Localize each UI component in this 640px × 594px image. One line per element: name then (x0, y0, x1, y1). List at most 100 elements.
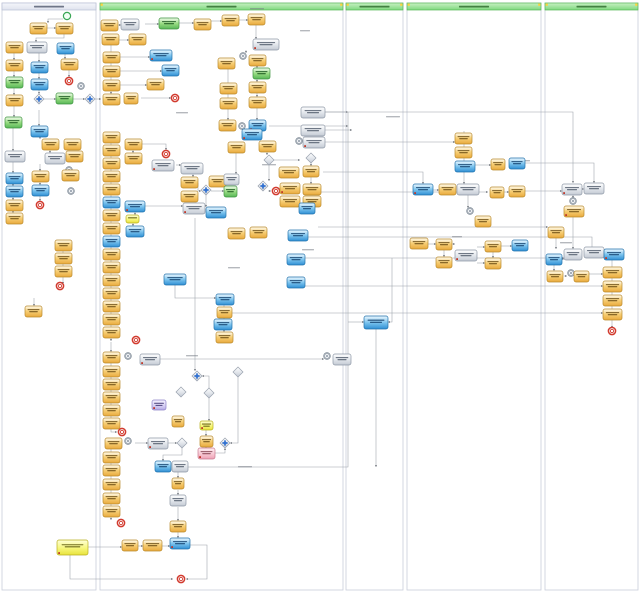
task-node[interactable] (302, 183, 322, 196)
green-task-node[interactable] (4, 116, 23, 129)
task-node[interactable] (124, 152, 143, 165)
task-node[interactable] (102, 378, 121, 391)
task-node[interactable] (146, 78, 165, 91)
task-node[interactable] (278, 166, 300, 179)
task-node[interactable] (102, 451, 121, 464)
service-task-node[interactable] (241, 128, 263, 141)
highlight-task-node[interactable] (125, 214, 140, 224)
intermediate-event[interactable] (238, 122, 246, 130)
exclusive-gateway[interactable] (305, 152, 317, 164)
task-node[interactable] (102, 248, 121, 261)
task-node[interactable] (474, 215, 492, 228)
subprocess-node[interactable] (454, 249, 478, 262)
task-node[interactable] (102, 93, 121, 106)
task-node[interactable] (102, 183, 121, 196)
subprocess-node[interactable] (139, 353, 161, 366)
task-node[interactable] (102, 365, 121, 378)
task-node[interactable] (199, 435, 214, 448)
parallel-gateway[interactable] (84, 93, 96, 105)
task-node[interactable] (208, 175, 227, 188)
service-task-node[interactable] (30, 125, 49, 138)
task-node[interactable] (215, 331, 234, 344)
service-task-node[interactable] (363, 315, 389, 330)
task-node[interactable] (435, 256, 453, 269)
task-node[interactable] (484, 257, 502, 270)
task-node[interactable] (54, 239, 73, 252)
task-node[interactable] (101, 33, 120, 46)
highlight-task-node[interactable] (199, 420, 214, 431)
service-task-node[interactable] (286, 276, 306, 289)
task-node[interactable] (602, 266, 623, 279)
end-event[interactable] (64, 76, 74, 86)
task-node[interactable] (435, 238, 453, 251)
pink-task-node[interactable] (197, 447, 216, 460)
task-node[interactable] (102, 326, 121, 339)
task-node[interactable] (171, 415, 185, 428)
task-node[interactable] (102, 157, 121, 170)
task-node[interactable] (5, 212, 24, 225)
task-node[interactable] (102, 404, 121, 417)
service-task-node[interactable] (511, 239, 529, 252)
service-task-node[interactable] (545, 253, 563, 266)
task-node[interactable] (142, 539, 163, 552)
task-node[interactable] (61, 169, 80, 182)
end-event[interactable] (116, 518, 126, 528)
end-event[interactable] (131, 335, 141, 345)
exclusive-gateway[interactable] (232, 366, 244, 378)
task-node[interactable] (24, 305, 43, 318)
task-node[interactable] (102, 274, 121, 287)
service-task-node[interactable] (163, 273, 187, 286)
subprocess-node[interactable] (169, 494, 187, 507)
intermediate-event[interactable] (323, 352, 331, 360)
task-node[interactable] (54, 265, 73, 278)
service-task-node[interactable] (154, 460, 172, 473)
lane-4[interactable] (406, 2, 542, 591)
subprocess-node[interactable] (223, 173, 240, 186)
task-node[interactable] (247, 13, 266, 26)
task-node[interactable] (102, 300, 121, 313)
task-node[interactable] (29, 22, 48, 35)
task-node[interactable] (217, 57, 236, 70)
task-node[interactable] (602, 294, 623, 307)
subprocess-node[interactable] (563, 248, 583, 261)
task-node[interactable] (5, 94, 24, 107)
task-node[interactable] (5, 41, 24, 54)
task-node[interactable] (102, 222, 121, 235)
task-node[interactable] (60, 58, 79, 71)
subprocess-node[interactable] (583, 246, 605, 259)
subprocess-node[interactable] (456, 183, 480, 196)
task-node[interactable] (180, 190, 199, 203)
subprocess-node[interactable] (561, 183, 583, 196)
green-task-node[interactable] (158, 17, 180, 30)
task-node[interactable] (216, 306, 233, 319)
lane-5[interactable] (544, 2, 639, 591)
task-node[interactable] (104, 437, 123, 450)
service-task-node[interactable] (205, 206, 227, 219)
task-node[interactable] (227, 227, 246, 240)
task-node[interactable] (221, 14, 240, 27)
task-node[interactable] (249, 226, 268, 239)
task-node[interactable] (102, 391, 121, 404)
service-task-node[interactable] (5, 172, 24, 185)
subprocess-node[interactable] (252, 38, 280, 51)
green-task-node[interactable] (55, 92, 74, 105)
intermediate-event[interactable] (569, 197, 577, 205)
parallel-gateway[interactable] (219, 437, 231, 449)
service-task-node[interactable] (31, 184, 50, 197)
task-node[interactable] (102, 131, 121, 144)
subprocess-node[interactable] (44, 152, 66, 165)
exclusive-gateway[interactable] (175, 386, 187, 398)
task-node[interactable] (102, 492, 121, 505)
subprocess-node[interactable] (151, 159, 175, 172)
end-event[interactable] (55, 281, 65, 291)
task-node[interactable] (546, 270, 564, 283)
service-task-node[interactable] (102, 235, 121, 248)
service-task-node[interactable] (30, 61, 49, 74)
task-node[interactable] (490, 158, 506, 171)
task-node[interactable] (102, 170, 121, 183)
task-node[interactable] (258, 140, 277, 153)
task-node[interactable] (102, 65, 121, 78)
task-node[interactable] (102, 51, 121, 64)
service-task-node[interactable] (125, 225, 145, 238)
task-node[interactable] (102, 464, 121, 477)
